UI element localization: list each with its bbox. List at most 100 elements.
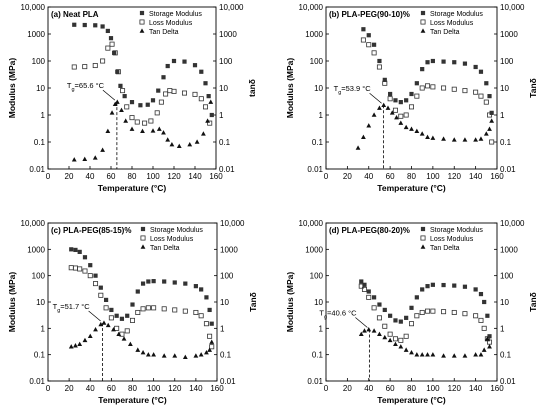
x-tick-label: 20 bbox=[65, 172, 74, 181]
data-point bbox=[193, 284, 198, 289]
data-point bbox=[408, 104, 414, 110]
data-point bbox=[366, 42, 372, 48]
x-tick-label: 80 bbox=[128, 172, 137, 181]
y-tick-label-left: 1 bbox=[319, 324, 324, 333]
y-tick-label-right: 10 bbox=[500, 84, 509, 93]
data-point bbox=[92, 63, 98, 69]
data-point bbox=[140, 281, 146, 286]
x-tick-label: 100 bbox=[426, 384, 440, 393]
data-point bbox=[441, 59, 446, 64]
data-point bbox=[114, 99, 120, 104]
x-tick-label: 40 bbox=[364, 384, 373, 393]
data-point bbox=[73, 343, 78, 348]
data-point bbox=[204, 349, 209, 355]
data-point bbox=[481, 325, 487, 331]
data-point bbox=[430, 135, 436, 140]
tg-annotation: Tg=40.6 °C bbox=[319, 309, 357, 321]
data-point bbox=[100, 24, 105, 29]
y-axis-label-right: Tanδ bbox=[248, 292, 258, 312]
data-point bbox=[111, 326, 116, 332]
panel-title: (a) Neat PLA bbox=[51, 10, 99, 19]
data-point bbox=[377, 58, 382, 64]
data-point bbox=[462, 353, 468, 358]
data-point bbox=[181, 90, 187, 96]
data-point bbox=[425, 83, 431, 89]
data-point bbox=[403, 333, 409, 339]
data-point bbox=[82, 156, 88, 162]
data-point bbox=[414, 313, 420, 319]
data-point bbox=[441, 282, 446, 288]
data-point bbox=[134, 119, 140, 125]
data-point bbox=[430, 58, 435, 64]
data-point bbox=[398, 337, 404, 343]
data-point bbox=[158, 99, 164, 105]
data-point bbox=[209, 321, 214, 326]
data-point bbox=[419, 131, 425, 136]
data-point bbox=[381, 102, 387, 108]
x-tick-label: 100 bbox=[146, 172, 160, 181]
data-point bbox=[103, 305, 109, 311]
y-tick-label-right: 0.01 bbox=[500, 165, 516, 174]
data-point bbox=[101, 320, 107, 325]
data-point bbox=[204, 295, 209, 300]
data-point bbox=[371, 295, 377, 300]
data-point bbox=[487, 126, 492, 131]
y-tick-label-left: 0.01 bbox=[29, 165, 45, 174]
data-point bbox=[430, 282, 435, 287]
y-tick-label-left: 1000 bbox=[305, 30, 323, 39]
data-point bbox=[140, 306, 146, 312]
data-point bbox=[93, 273, 98, 278]
x-tick-label: 140 bbox=[469, 384, 483, 393]
x-tick-label: 160 bbox=[210, 384, 224, 393]
legend-marker bbox=[420, 10, 426, 16]
data-point bbox=[388, 91, 393, 97]
data-point bbox=[145, 102, 150, 107]
data-point bbox=[376, 315, 382, 321]
y-axis-label-left: Modulus (MPa) bbox=[285, 58, 295, 119]
data-point bbox=[100, 147, 105, 152]
y-tick-label-right: 10 bbox=[219, 84, 228, 93]
data-point bbox=[154, 110, 160, 116]
tg-annotation: Tg=51.7 °C bbox=[53, 302, 91, 314]
data-point bbox=[130, 302, 135, 307]
data-point bbox=[371, 328, 377, 333]
data-point bbox=[403, 124, 409, 130]
data-point bbox=[366, 33, 371, 38]
data-point bbox=[485, 313, 490, 318]
data-point bbox=[161, 130, 166, 135]
data-point bbox=[430, 352, 436, 357]
legend-label: Storage Modulus bbox=[150, 227, 203, 234]
data-point bbox=[487, 94, 492, 99]
data-point bbox=[82, 268, 88, 274]
series-tan-delta bbox=[68, 320, 215, 360]
data-point bbox=[119, 316, 125, 321]
data-point bbox=[125, 313, 130, 318]
series-tan-delta bbox=[358, 326, 492, 358]
legend-label: Tan Delta bbox=[430, 29, 460, 36]
x-tick-label: 100 bbox=[426, 172, 440, 181]
data-point bbox=[118, 83, 123, 88]
x-tick-label: 0 bbox=[324, 172, 329, 181]
data-point bbox=[72, 22, 77, 27]
x-tick-label: 120 bbox=[167, 172, 181, 181]
data-point bbox=[361, 27, 366, 32]
data-point bbox=[403, 112, 409, 118]
data-point bbox=[71, 64, 77, 70]
data-point bbox=[183, 281, 188, 286]
tg-arrow-line bbox=[88, 310, 101, 322]
y-tick-label-left: 100 bbox=[310, 57, 324, 66]
legend-marker bbox=[139, 28, 145, 33]
data-point bbox=[403, 347, 409, 352]
y-tick-label-left: 10 bbox=[314, 298, 323, 307]
legend-marker bbox=[139, 10, 145, 16]
y-tick-label-left: 10 bbox=[314, 84, 323, 93]
data-point bbox=[366, 289, 371, 294]
data-point bbox=[87, 273, 93, 279]
data-point bbox=[167, 88, 173, 94]
data-point bbox=[393, 341, 398, 346]
data-point bbox=[203, 321, 209, 327]
data-point bbox=[182, 59, 187, 64]
data-point bbox=[82, 64, 88, 70]
data-point bbox=[473, 313, 479, 319]
